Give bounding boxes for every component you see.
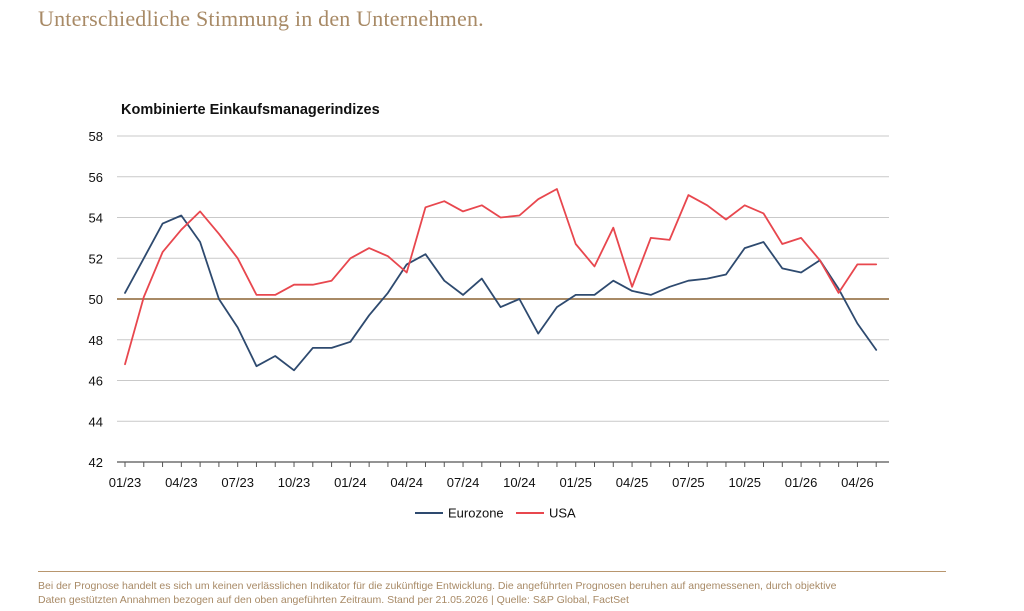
y-tick-label-58: 58 <box>89 129 103 144</box>
x-tick-label-01/26: 01/26 <box>785 475 818 490</box>
legend-item-eurozone: Eurozone <box>415 506 504 521</box>
footer-divider <box>38 571 946 572</box>
series-lines <box>124 188 878 372</box>
footnote: Bei der Prognose handelt es sich um kein… <box>38 580 978 607</box>
y-tick-label-42: 42 <box>89 455 103 470</box>
x-tick-label-07/23: 07/23 <box>221 475 254 490</box>
page-title: Unterschiedliche Stimmung in den Unterne… <box>38 6 484 31</box>
x-tick-label-01/23: 01/23 <box>109 475 142 490</box>
x-tick-label-04/25: 04/25 <box>616 475 649 490</box>
x-tick-label-01/24: 01/24 <box>334 475 367 490</box>
legend-label-eurozone: Eurozone <box>448 506 504 521</box>
grid-lines <box>117 135 889 422</box>
y-tick-label-48: 48 <box>89 333 103 348</box>
x-tick-label-10/25: 10/25 <box>728 475 761 490</box>
x-tick-label-07/25: 07/25 <box>672 475 705 490</box>
x-tick-label-04/26: 04/26 <box>841 475 874 490</box>
x-tick-label-10/23: 10/23 <box>278 475 311 490</box>
legend-item-usa: USA <box>516 506 576 521</box>
legend-label-usa: USA <box>549 506 576 521</box>
y-tick-label-44: 44 <box>89 414 103 429</box>
x-tick-label-10/24: 10/24 <box>503 475 536 490</box>
chart-title: Kombinierte Einkaufsmanagerindizes <box>121 102 380 118</box>
x-tick-label-04/24: 04/24 <box>390 475 423 490</box>
series-line-eurozone <box>124 214 878 372</box>
series-line-usa <box>124 188 878 366</box>
y-tick-label-50: 50 <box>89 292 103 307</box>
legend: Eurozone USA <box>415 506 576 521</box>
footnote-line-2: Daten gestützten Annahmen bezogen auf de… <box>38 593 629 606</box>
x-axis: 01/23 04/23 07/23 10/23 01/24 04/24 07/24 10/24… <box>109 461 889 490</box>
x-tick-label-07/24: 07/24 <box>447 475 480 490</box>
x-tick-label-04/23: 04/23 <box>165 475 198 490</box>
y-tick-label-54: 54 <box>89 211 103 226</box>
footnote-line-1: Bei der Prognose handelt es sich um kein… <box>38 580 837 592</box>
x-tick-label-01/25: 01/25 <box>559 475 592 490</box>
y-tick-label-56: 56 <box>89 170 103 185</box>
y-tick-label-46: 46 <box>89 374 103 389</box>
y-axis-tick-labels: 42 44 46 48 50 52 54 56 58 <box>89 129 103 470</box>
y-tick-label-52: 52 <box>89 251 103 266</box>
